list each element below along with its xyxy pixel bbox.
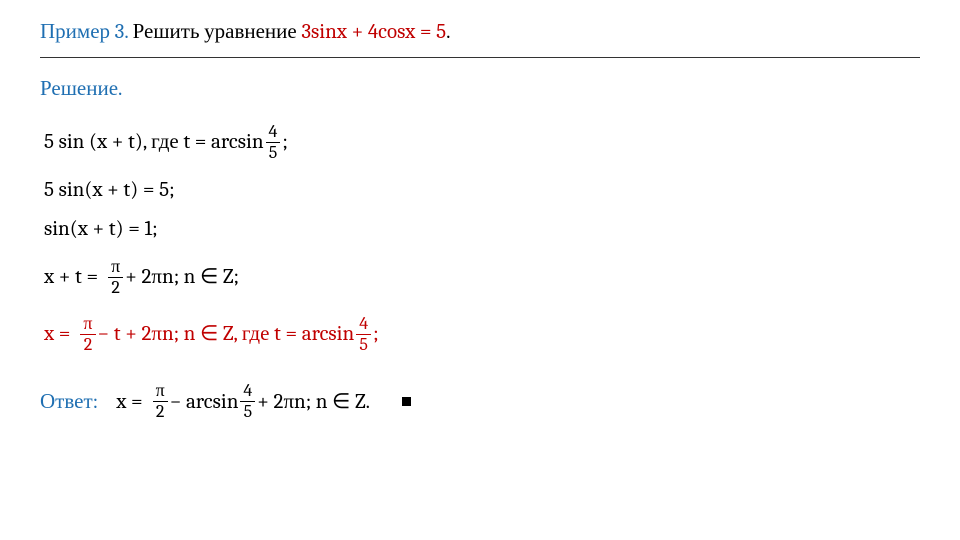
qed-icon (402, 397, 411, 406)
fraction-den: 5 (266, 144, 281, 162)
example-title: Пример 3. Решить уравнение 3sinx + 4cosx… (40, 18, 920, 58)
fraction-num: π (108, 258, 123, 276)
fraction: π 2 (153, 382, 168, 421)
step-2-text: 5 sin(x + t) = 5; (44, 180, 175, 201)
answer-label: Ответ: (40, 389, 98, 414)
step-3-text: sin(x + t) = 1; (44, 219, 158, 240)
step-5-tail: ; (373, 324, 379, 345)
fraction-den: 5 (356, 336, 371, 354)
step-1-text: 5 sin (x + t), где t = arcsin (44, 132, 264, 153)
step-1-tail: ; (282, 132, 288, 153)
step-5: x = π 2 − t + 2πn; n ∈ Z, где t = arcsin… (44, 315, 920, 354)
answer-pre: x = (116, 390, 142, 414)
answer-mid: − arcsin (170, 390, 239, 414)
page: Пример 3. Решить уравнение 3sinx + 4cosx… (0, 0, 960, 421)
step-4-post: + 2πn; n ∈ Z; (125, 267, 239, 288)
fraction: 4 5 (240, 382, 255, 421)
fraction: π 2 (80, 315, 95, 354)
step-1: 5 sin (x + t), где t = arcsin 4 5 ; (44, 123, 920, 162)
title-period: . (446, 20, 450, 44)
answer-post: + 2πn; n ∈ Z. (257, 389, 370, 414)
example-number: Пример 3. (40, 20, 128, 44)
step-2: 5 sin(x + t) = 5; (44, 180, 920, 201)
fraction: 4 5 (356, 315, 371, 354)
fraction-num: 4 (240, 382, 255, 400)
step-5-pre: x = (44, 324, 70, 345)
fraction-den: 5 (241, 403, 256, 421)
fraction-num: π (80, 315, 95, 333)
title-text: Решить уравнение (128, 20, 301, 44)
title-equation: 3sinx + 4cosx = 5 (301, 20, 446, 44)
step-4: x + t = π 2 + 2πn; n ∈ Z; (44, 258, 920, 297)
fraction-den: 2 (153, 403, 168, 421)
fraction-num: 4 (266, 123, 281, 141)
fraction-den: 2 (81, 336, 96, 354)
fraction-den: 2 (108, 279, 123, 297)
step-4-pre: x + t = (44, 267, 98, 288)
fraction: 4 5 (266, 123, 281, 162)
fraction-num: 4 (356, 315, 371, 333)
solution-label: Решение. (40, 76, 920, 101)
step-5-mid: − t + 2πn; n ∈ Z, где t = arcsin (98, 324, 355, 345)
fraction: π 2 (108, 258, 123, 297)
step-3: sin(x + t) = 1; (44, 219, 920, 240)
fraction-num: π (153, 382, 168, 400)
answer-row: Ответ: x = π 2 − arcsin 4 5 + 2πn; n ∈ Z… (40, 382, 920, 421)
